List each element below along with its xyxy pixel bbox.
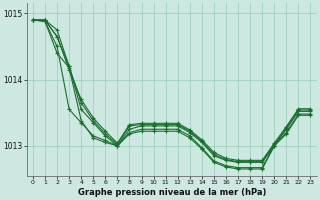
X-axis label: Graphe pression niveau de la mer (hPa): Graphe pression niveau de la mer (hPa) <box>77 188 266 197</box>
